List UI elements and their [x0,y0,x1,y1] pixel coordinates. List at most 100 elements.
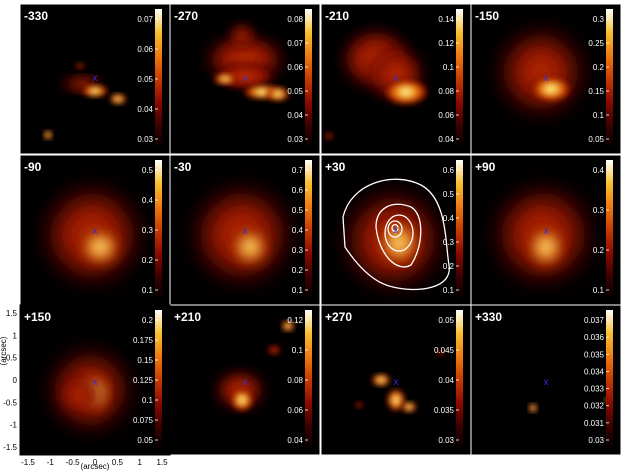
x-tick-label: -1.5 [21,458,35,467]
panel: x -210 0.14 0.12 0.1 0.08 0.06 0.04 [320,3,472,155]
emission-map [212,320,295,412]
panel: x +30 0.6 0.5 0.4 0.3 0.2 0.1 [320,154,472,306]
colorbar-tick-label: 0.05 [137,436,153,445]
colorbar-tick-label: 0.1 [292,346,304,355]
colorbar-tick-label: 0.1 [142,396,154,405]
colorbar [155,310,162,450]
y-tick-label: 1.5 [6,309,18,318]
panel: x +270 0.05 0.045 0.04 0.035 0.03 [320,304,472,456]
panel-frame [169,3,321,155]
center-marker: x [394,73,399,84]
emission-map [37,180,147,290]
colorbar-tick-label: 0.6 [443,166,455,175]
colorbar-tick-label: 0.12 [438,39,454,48]
center-marker: x [544,73,549,84]
colorbar-tick-label: 0.036 [584,333,605,342]
center-marker: x [93,73,98,84]
colorbar-tick-label: 0.4 [593,166,605,175]
panel: x +150 0.2 0.175 0.15 0.125 0.1 0.075 0.05 [19,304,171,456]
panel-background [321,305,471,455]
panel-velocity-label: +90 [475,160,496,174]
colorbar-tick-label: 0.1 [593,111,605,120]
panel-velocity-label: -90 [24,160,42,174]
colorbar-tick-label: 0.06 [137,45,153,54]
emission-map [43,62,127,140]
panel-velocity-label: +270 [325,310,352,324]
colorbar-tick-label: 0.5 [142,166,154,175]
panel-velocity-label: -30 [174,160,192,174]
panel-velocity-label: +330 [475,310,502,324]
colorbar [456,9,463,149]
colorbar-tick-label: 0.03 [588,436,604,445]
colorbar-tick-label: 0.2 [142,256,154,265]
panel: x +330 0.037 0.036 0.035 0.034 0.033 0.032 0.031… [470,304,622,456]
x-tick-label: -0.5 [66,458,80,467]
colorbar-tick-label: 0.06 [438,111,454,120]
colorbar-tick-label: 0.035 [584,350,605,359]
colorbar-tick-label: 0.3 [142,226,154,235]
center-marker: x [93,377,98,388]
colorbar-tick-label: 0.08 [287,376,303,385]
y-tick-label: -1 [10,421,18,430]
panel: x -150 0.3 0.25 0.2 0.15 0.1 0.05 [470,3,622,155]
x-tick-label: -1 [47,458,55,467]
axes: 1.5 1 0.5 0 -0.5 -1 -1.5 -1.5 -1 -0.5 0 0.5 1 1.5 (arc… [0,304,171,471]
colorbar-tick-label: 0.15 [588,87,604,96]
colorbar-tick-label: 0.4 [443,214,455,223]
panel: x -30 0.7 0.6 0.5 0.4 0.3 0.2 0.1 [169,154,321,306]
emission-map [200,22,290,102]
colorbar-tick-label: 0.05 [438,316,454,325]
colorbar-tick-label: 0.1 [292,286,304,295]
colorbar-tick-label: 0.07 [137,15,153,24]
emission-map [493,24,589,120]
colorbar-tick-label: 0.07 [287,39,303,48]
panel-velocity-label: -270 [174,9,198,23]
center-marker: x [243,226,248,237]
colorbar-tick-label: 0.3 [292,246,304,255]
center-marker: x [394,377,399,388]
center-marker: x [544,226,549,237]
center-marker: x [243,377,248,388]
panel: x +210 0.12 0.1 0.08 0.06 0.04 [169,304,321,456]
panel-velocity-label: +150 [24,310,51,324]
colorbar-tick-label: 0.034 [584,367,605,376]
colorbar-tick-label: 0.3 [443,238,455,247]
panel-frame [470,304,622,456]
colorbar-tick-label: 0.03 [438,436,454,445]
panel: x -90 0.5 0.4 0.3 0.2 0.1 [19,154,171,306]
colorbar-tick-label: 0.08 [438,87,454,96]
colorbar [155,160,162,300]
colorbar-tick-label: 0.033 [584,385,605,394]
x-tick-label: 1 [137,458,142,467]
colorbar-tick-label: 0.03 [137,135,153,144]
colorbar-tick-label: 0.2 [593,63,605,72]
colorbar-tick-label: 0.2 [142,316,154,325]
colorbar [155,9,162,149]
panel-velocity-label: -150 [475,9,499,23]
x-tick-label: 0.5 [112,458,124,467]
center-marker: x [243,73,248,84]
colorbar-tick-label: 0.04 [287,111,303,120]
colorbar-tick-label: 0.08 [287,15,303,24]
emission-map [338,178,450,295]
colorbar-tick-label: 0.2 [443,262,455,271]
emission-map [488,180,598,290]
emission-map [187,180,297,290]
colorbar-tick-label: 0.2 [593,246,605,255]
colorbar-tick-label: 0.15 [137,356,153,365]
colorbar-tick-label: 0.03 [287,135,303,144]
panel-background [471,305,621,455]
x-tick-label: 1.5 [156,458,168,467]
colorbar-tick-label: 0.04 [438,376,454,385]
colorbar-tick-label: 0.6 [292,186,304,195]
emission-map [354,349,445,413]
contour-overlay [342,178,450,291]
y-axis-label: (arcsec) [0,336,8,365]
colorbar-tick-label: 0.4 [142,196,154,205]
colorbar-tick-label: 0.14 [438,15,454,24]
colorbar-tick-label: 0.06 [287,406,303,415]
colorbar [606,9,613,149]
panel-velocity-label: -210 [325,9,349,23]
y-tick-label: -1.5 [3,443,17,452]
